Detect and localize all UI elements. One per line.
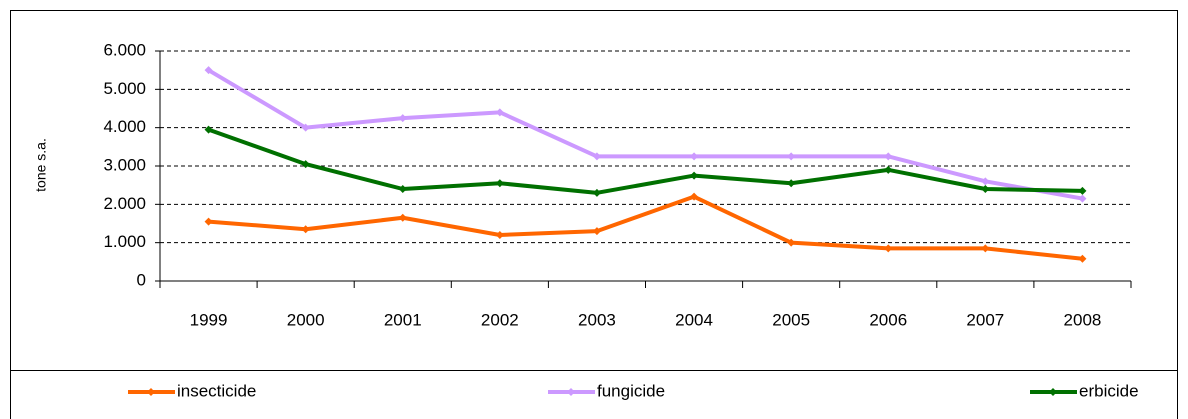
- data-point: [495, 108, 504, 117]
- data-point: [690, 171, 699, 180]
- data-point: [1078, 254, 1087, 263]
- y-tick-label: 5.000: [103, 79, 146, 98]
- data-line: [207, 127, 1083, 195]
- legend-label: insecticide: [177, 381, 256, 400]
- x-tick-label: 2006: [869, 310, 907, 329]
- x-tick-label: 2001: [384, 310, 422, 329]
- chart-frame: [10, 10, 1178, 419]
- x-tick-label: 2002: [481, 310, 519, 329]
- data-point: [1078, 186, 1087, 195]
- legend-label: erbicide: [1079, 381, 1139, 400]
- data-point: [787, 179, 796, 188]
- data-point: [495, 231, 504, 239]
- legend-marker: [147, 388, 155, 396]
- legend-marker: [567, 388, 575, 396]
- data-point: [592, 152, 601, 161]
- data-point: [981, 177, 990, 186]
- data-point: [204, 217, 213, 226]
- data-point: [592, 227, 601, 236]
- data-point: [301, 123, 310, 132]
- data-point: [787, 238, 796, 247]
- y-tick-label: 4.000: [103, 117, 146, 136]
- data-point: [884, 244, 893, 253]
- x-tick-label: 1999: [190, 310, 228, 329]
- data-point: [301, 160, 310, 169]
- x-tick-label: 2008: [1064, 310, 1102, 329]
- data-line: [207, 68, 1083, 201]
- data-point: [495, 179, 504, 188]
- x-tick-label: 2000: [287, 310, 325, 329]
- y-tick-label: 0: [137, 270, 146, 289]
- y-tick-label: 2.000: [103, 194, 146, 213]
- x-tick-label: 2007: [966, 310, 1004, 329]
- data-point: [301, 225, 310, 234]
- data-point: [884, 165, 893, 174]
- data-point: [592, 188, 601, 197]
- legend-label: fungicide: [597, 381, 665, 400]
- y-tick-label: 3.000: [103, 155, 146, 174]
- data-point: [690, 152, 699, 161]
- x-tick-label: 2005: [772, 310, 810, 329]
- legend-marker: [1049, 388, 1057, 396]
- data-point: [981, 185, 990, 193]
- data-point: [398, 114, 407, 123]
- data-point: [690, 192, 699, 201]
- data-point: [981, 244, 990, 253]
- y-tick-label: 1.000: [103, 232, 146, 251]
- x-tick-label: 2003: [578, 310, 616, 329]
- y-axis-label: tone s.a.: [33, 138, 49, 192]
- data-point: [884, 152, 893, 161]
- data-point: [398, 185, 407, 193]
- data-line: [208, 194, 1083, 261]
- x-tick-label: 2004: [675, 310, 713, 329]
- data-point: [204, 125, 213, 134]
- data-point: [398, 213, 407, 222]
- data-point: [1078, 194, 1087, 203]
- data-point: [204, 66, 213, 75]
- y-tick-label: 6.000: [103, 40, 146, 59]
- data-point: [787, 152, 796, 161]
